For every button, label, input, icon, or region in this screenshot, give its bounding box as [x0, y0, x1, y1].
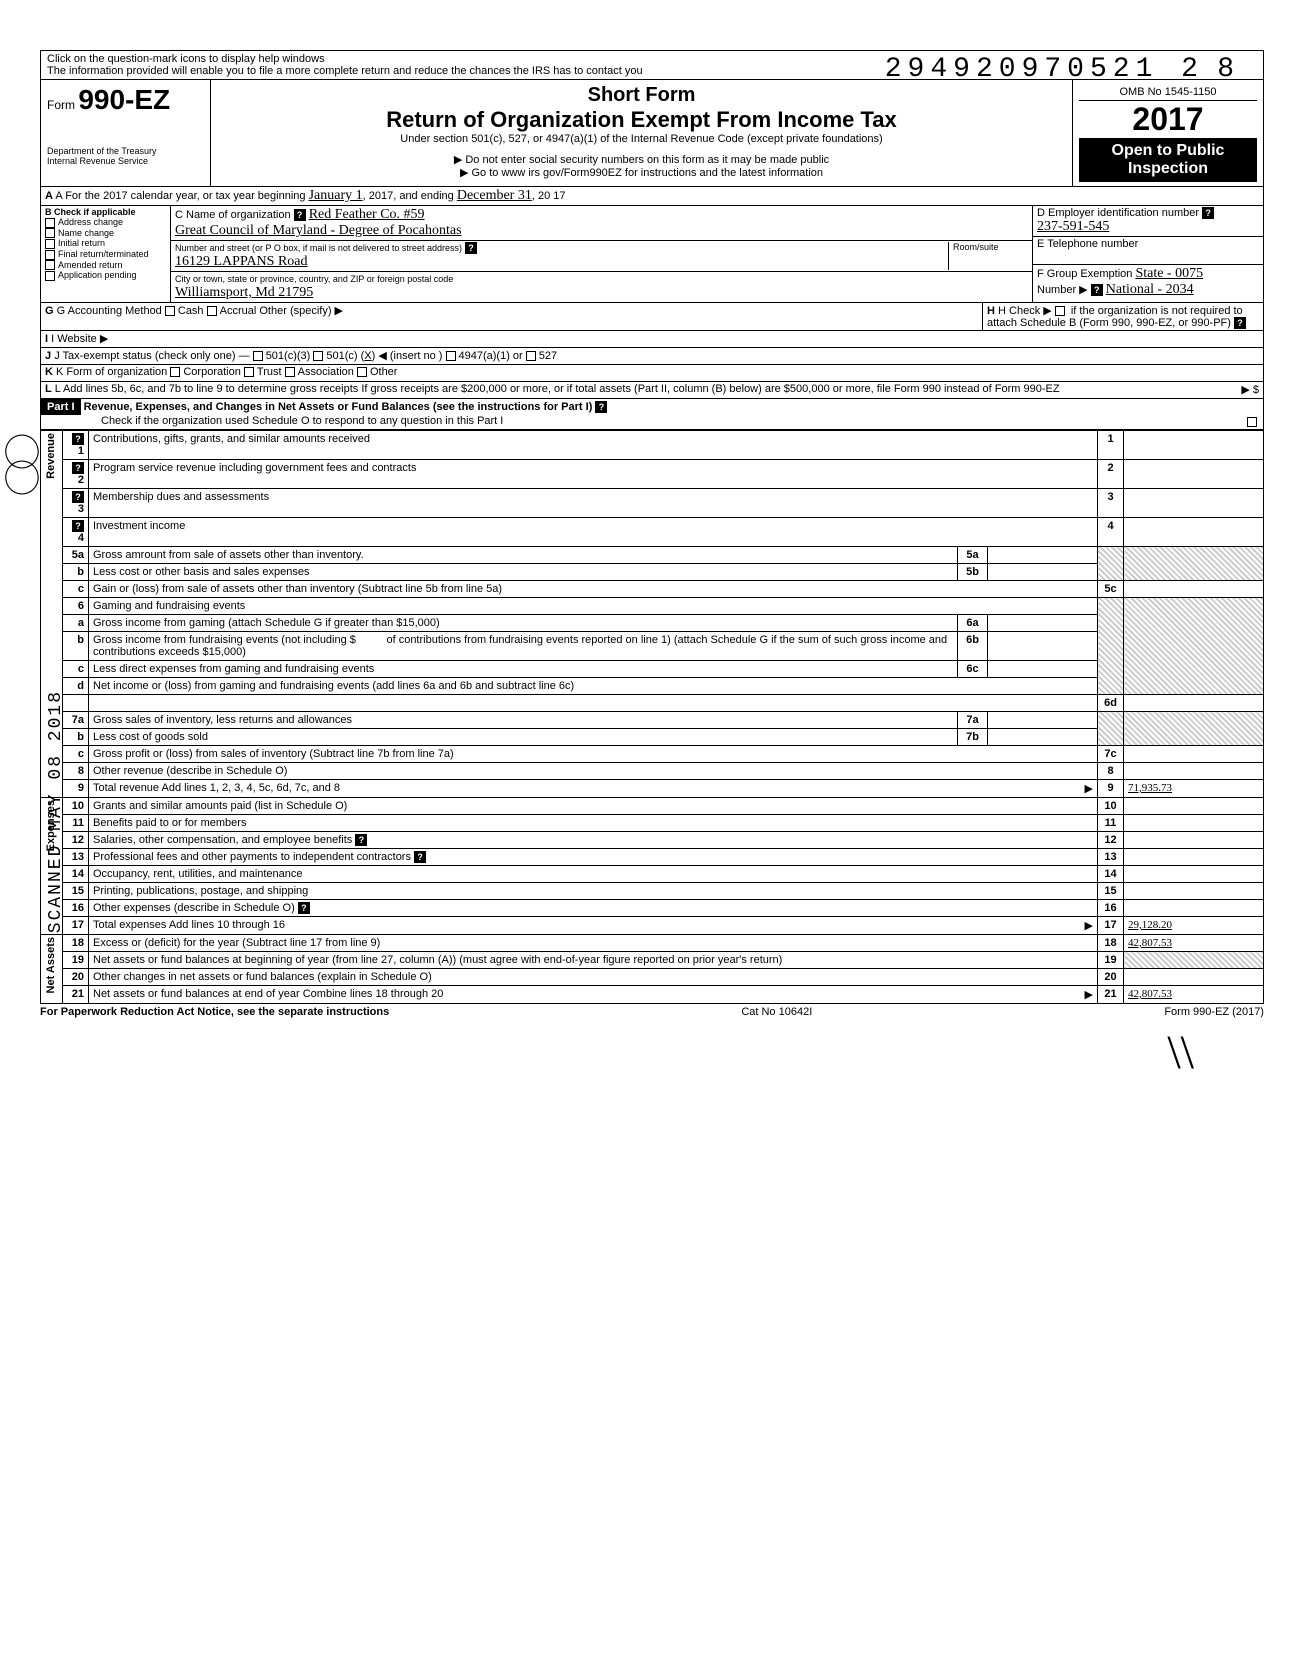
part-1-schedule-o: Check if the organization used Schedule …: [41, 415, 503, 427]
revenue-section: Revenue: [45, 433, 57, 479]
tax-year: 2017: [1079, 101, 1257, 138]
cb-trust[interactable]: [244, 367, 254, 377]
initial-mark: \\: [1167, 1025, 1194, 1080]
dept-treasury: Department of the Treasury Internal Reve…: [47, 146, 204, 166]
help-icon[interactable]: ?: [1234, 317, 1246, 329]
cb-501c[interactable]: [313, 351, 323, 361]
net-assets-section: Net Assets: [45, 937, 57, 993]
help-icon[interactable]: ?: [465, 242, 477, 254]
form-number: Form 990-EZ: [47, 84, 204, 116]
telephone: E Telephone number: [1033, 237, 1263, 265]
cb-cash[interactable]: [165, 306, 175, 316]
cb-schedule-o[interactable]: [1247, 417, 1257, 427]
cb-schedule-b[interactable]: [1055, 306, 1065, 316]
part-1-table: Revenue ? 1Contributions, gifts, grants,…: [40, 430, 1264, 1004]
cb-association[interactable]: [285, 367, 295, 377]
cb-4947[interactable]: [446, 351, 456, 361]
warning-ssn: ▶ Do not enter social security numbers o…: [217, 153, 1066, 166]
cb-final-return[interactable]: [45, 250, 55, 260]
section-b-checkboxes: B Check if applicable Address change Nam…: [41, 206, 171, 302]
part-1-title: Revenue, Expenses, and Changes in Net As…: [84, 401, 593, 413]
line-g-accounting: G G Accounting Method Cash Accrual Other…: [41, 303, 983, 330]
expenses-section: Expenses: [45, 800, 57, 851]
help-icon[interactable]: ?: [1202, 207, 1214, 219]
room-suite: Room/suite: [948, 242, 1028, 270]
short-form-label: Short Form: [217, 84, 1066, 107]
cb-accrual[interactable]: [207, 306, 217, 316]
line-h-schedule-b: H H Check ▶ if the organization is not r…: [983, 303, 1263, 330]
cb-application-pending[interactable]: [45, 271, 55, 281]
cb-initial-return[interactable]: [45, 239, 55, 249]
dln-check-digit: 8: [1217, 54, 1234, 85]
cb-address-change[interactable]: [45, 218, 55, 228]
open-to-public: Open to PublicInspection: [1079, 138, 1257, 182]
cb-527[interactable]: [526, 351, 536, 361]
ein: 237-591-545: [1037, 219, 1109, 234]
help-icon[interactable]: ?: [1091, 284, 1103, 296]
cb-amended-return[interactable]: [45, 260, 55, 270]
line-l-gross-receipts: L L Add lines 5b, 6c, and 7b to line 9 t…: [41, 382, 1263, 398]
cb-501c3[interactable]: [253, 351, 263, 361]
line-i-website: I I Website ▶: [41, 331, 1263, 347]
line-18-amount: 42,807.53: [1124, 935, 1264, 952]
cb-corporation[interactable]: [170, 367, 180, 377]
line-k-org-form: K K Form of organization Corporation Tru…: [41, 365, 1263, 381]
line-9-amount: 71,935.73: [1124, 780, 1264, 798]
cb-name-change[interactable]: [45, 228, 55, 238]
help-icon[interactable]: ?: [294, 209, 306, 221]
line-a-tax-year: A A For the 2017 calendar year, or tax y…: [41, 187, 1263, 205]
main-title: Return of Organization Exempt From Incom…: [217, 107, 1066, 133]
page-footer: For Paperwork Reduction Act Notice, see …: [40, 1004, 1264, 1020]
org-street: 16129 LAPPANS Road: [175, 254, 308, 269]
help-icon[interactable]: ?: [595, 401, 607, 413]
omb-number: OMB No 1545-1150: [1079, 84, 1257, 101]
line-j-tax-status: J J Tax-exempt status (check only one) —…: [41, 348, 1263, 364]
subtitle: Under section 501(c), 527, or 4947(a)(1)…: [217, 133, 1066, 145]
instructions-link: ▶ Go to www irs gov/Form990EZ for instru…: [217, 166, 1066, 179]
part-1-label: Part I: [41, 399, 81, 415]
org-city: Williamsport, Md 21795: [175, 285, 313, 300]
cb-other-org[interactable]: [357, 367, 367, 377]
line-21-amount: 42,807.53: [1124, 986, 1264, 1004]
line-17-amount: 29,128.20: [1124, 917, 1264, 935]
dln-number: 294920970521 2: [885, 54, 1204, 85]
